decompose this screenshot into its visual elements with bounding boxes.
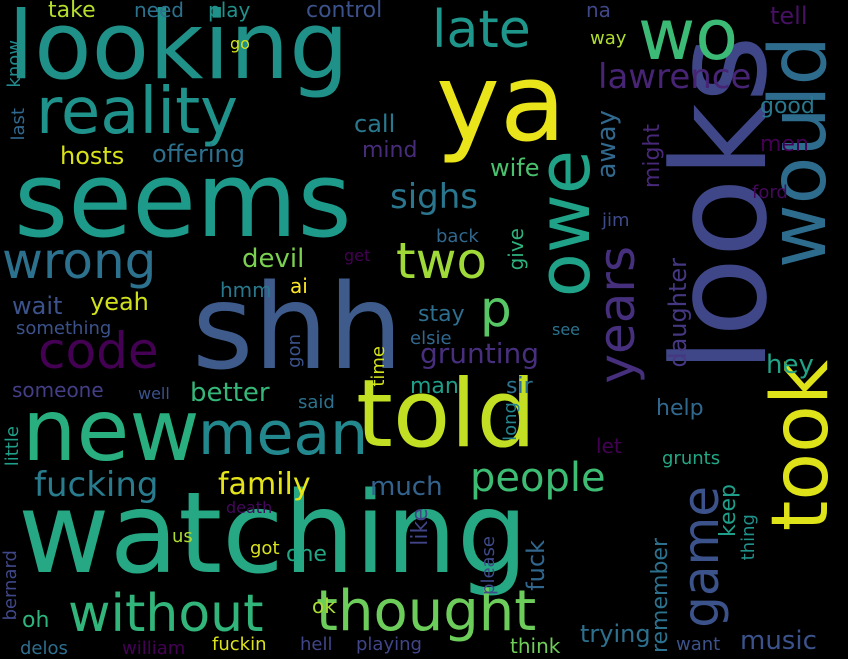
word-lawrence: lawrence [598,57,752,97]
word-daughter: daughter [664,258,692,368]
word-new: new [22,381,200,481]
word-go: go [230,34,250,53]
word-away: away [592,110,622,179]
word-long: long [500,402,521,441]
word-time: time [368,346,389,387]
word-need: need [134,0,184,22]
word-trying: trying [580,620,651,648]
word-playing: playing [356,634,422,655]
word-something: something [16,318,112,339]
word-well: well [138,384,170,403]
word-someone: someone [12,378,104,402]
word-get: get [344,246,371,265]
word-reality: reality [36,75,239,149]
word-wait: wait [12,292,63,320]
word-death: death [226,498,273,517]
word-ai: ai [290,274,308,298]
word-little: little [2,426,23,467]
word-give: give [504,228,528,271]
word-mean: mean [198,399,369,469]
word-remember: remember [648,538,673,654]
word-offering: offering [152,140,245,168]
word-much: much [370,472,443,502]
word-family: family [218,467,311,502]
word-grunts: grunts [662,448,721,469]
word-people: people [470,455,606,501]
word-know: know [4,40,25,88]
word-thing: thing [738,514,759,561]
word-stay: stay [418,302,465,327]
word-code: code [38,322,159,380]
word-good: good [760,94,815,119]
word-wife: wife [490,154,540,182]
word-took: took [756,360,846,532]
word-late: late [432,0,531,60]
word-p: p [480,280,512,338]
word-help: help [656,396,704,421]
word-us: us [172,526,193,547]
word-ford: ford [752,182,788,203]
word-years: years [588,246,646,384]
word-wo: wo [638,0,739,76]
word-devil: devil [242,244,305,274]
word-sighs: sighs [390,177,479,217]
word-hey: hey [766,350,814,380]
word-yeah: yeah [90,288,149,316]
word-jim: jim [602,210,630,231]
word-back: back [436,226,479,247]
word-gon: gon [284,334,305,368]
word-better: better [190,378,270,408]
word-take: take [48,0,96,23]
word-na: na [586,0,611,22]
word-think: think [510,634,561,658]
word-sir: sir [506,374,533,399]
word-ya: ya [436,41,567,166]
word-please: please [478,536,499,595]
word-music: music [740,626,817,656]
word-see: see [552,320,581,339]
word-said: said [298,392,335,413]
word-play: play [208,0,251,22]
word-elsie: elsie [410,328,452,349]
word-without: without [68,584,264,644]
word-control: control [306,0,383,23]
word-men: men [760,132,809,157]
word-told: told [356,360,537,469]
word-watching: watching [18,469,528,599]
word-two: two [396,232,488,290]
word-fuckin: fuckin [212,634,267,655]
word-call: call [354,110,396,138]
word-shh: shh [192,258,404,396]
word-wrong: wrong [2,232,157,290]
word-thought: thought [316,579,537,644]
word-let: let [596,434,622,458]
word-like: like [408,508,433,546]
word-fuck: fuck [522,540,550,591]
word-one: one [286,542,327,567]
word-william: william [122,638,186,659]
word-hell: hell [300,634,333,655]
word-bernard: bernard [0,550,21,621]
word-looking: looking [8,0,349,101]
word-hmm: hmm [220,278,272,302]
word-got: got [250,538,280,559]
word-want: want [676,634,721,655]
word-mind: mind [362,138,418,163]
word-delos: delos [20,638,68,659]
word-ok: ok [312,594,336,618]
word-tell: tell [770,2,808,30]
word-way: way [590,28,627,49]
word-hosts: hosts [60,142,125,170]
word-oh: oh [22,608,50,633]
word-fucking: fucking [34,465,159,505]
word-man: man [410,374,459,399]
word-grunting: grunting [420,337,540,370]
word-last: last [8,108,29,141]
word-keep: keep [716,484,741,537]
word-seems: seems [14,139,352,261]
word-might: might [640,124,665,189]
